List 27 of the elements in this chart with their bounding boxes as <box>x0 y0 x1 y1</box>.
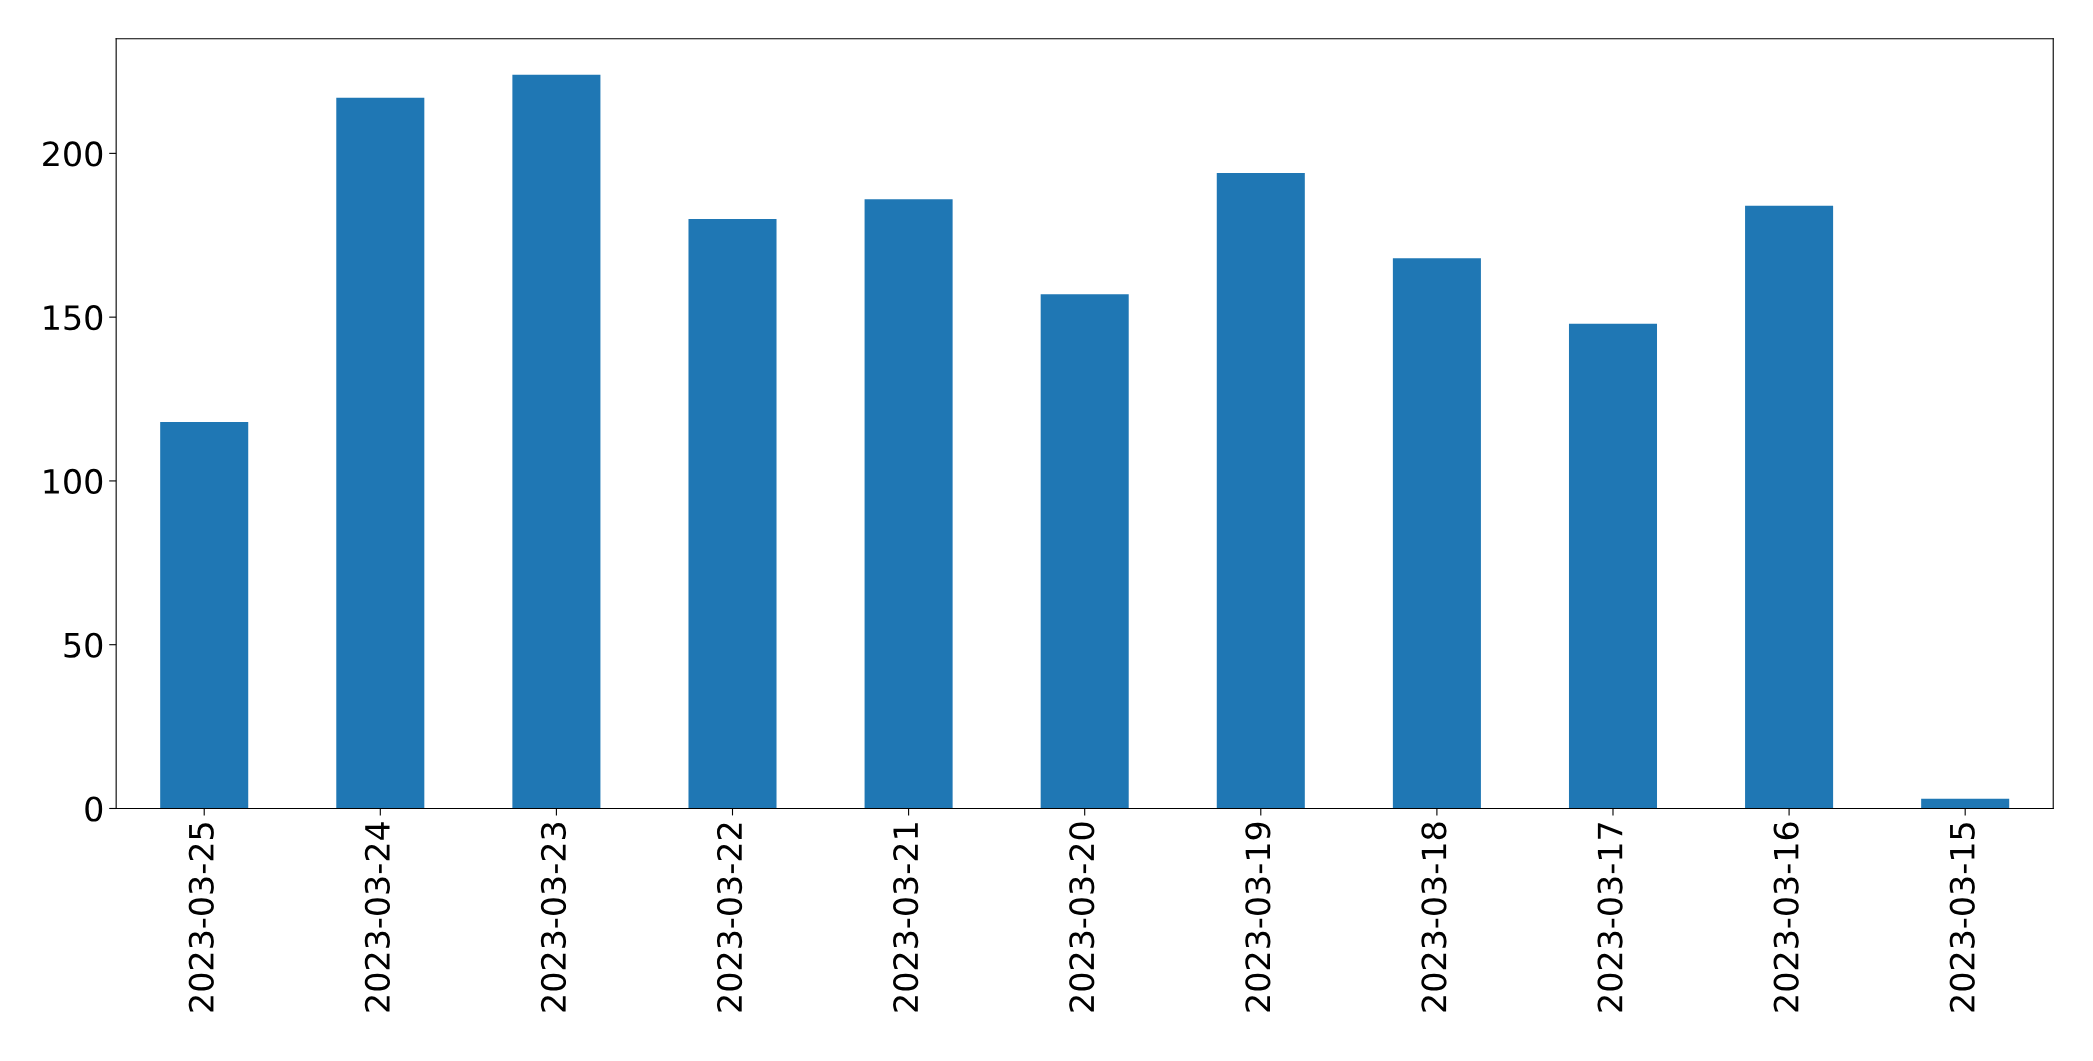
bar <box>336 97 425 809</box>
bar <box>1392 258 1481 809</box>
x-tick-label: 2023-03-21 <box>893 823 919 1012</box>
bar <box>1745 205 1834 809</box>
x-tick-label: 2023-03-24 <box>364 822 390 1012</box>
x-tick-label: 2023-03-20 <box>1069 822 1095 1012</box>
y-tick-label: 200 <box>43 141 103 167</box>
bar <box>160 421 249 809</box>
bar <box>1040 294 1129 809</box>
x-tick-label: 2023-03-16 <box>1773 822 1799 1012</box>
x-tick-label: 2023-03-25 <box>188 823 214 1012</box>
x-tick-label: 2023-03-23 <box>540 822 567 1012</box>
x-tick-label: 2023-03-17 <box>1597 823 1623 1012</box>
y-tick-label: 100 <box>44 468 103 495</box>
y-tick-label: 150 <box>44 305 103 331</box>
x-tick-label: 2023-03-15 <box>1949 823 1975 1012</box>
bar <box>512 74 601 809</box>
x-tick-label: 2023-03-18 <box>1421 822 1447 1012</box>
x-tick-label: 2023-03-19 <box>1245 822 1271 1012</box>
bar <box>1216 173 1305 809</box>
y-tick-label: 0 <box>85 796 103 822</box>
bar <box>1921 798 2010 809</box>
bar <box>1568 323 1658 809</box>
bar <box>688 218 777 809</box>
y-tick-label: 50 <box>64 632 103 658</box>
x-tick-label: 2023-03-22 <box>716 823 743 1012</box>
bar <box>864 199 953 809</box>
